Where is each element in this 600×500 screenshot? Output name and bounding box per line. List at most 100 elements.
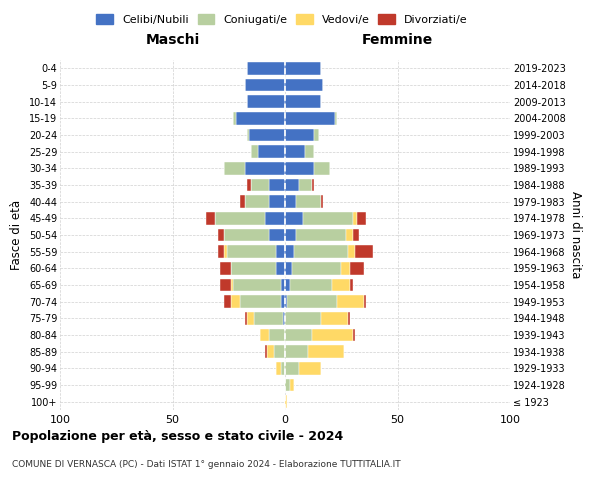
- Bar: [346, 229, 353, 241]
- Bar: [233, 279, 281, 291]
- Bar: [245, 196, 269, 208]
- Bar: [285, 329, 312, 341]
- Bar: [224, 162, 245, 174]
- Bar: [350, 262, 364, 274]
- Bar: [285, 96, 321, 108]
- Bar: [285, 279, 290, 291]
- Bar: [308, 346, 343, 358]
- Bar: [231, 262, 276, 274]
- Bar: [224, 229, 269, 241]
- Bar: [348, 246, 355, 258]
- Bar: [332, 279, 350, 291]
- Bar: [314, 162, 330, 174]
- Bar: [249, 129, 285, 141]
- Bar: [287, 296, 337, 308]
- Bar: [251, 146, 258, 158]
- Bar: [260, 329, 269, 341]
- Bar: [206, 212, 215, 224]
- Bar: [231, 279, 233, 291]
- Bar: [285, 362, 299, 374]
- Text: Maschi: Maschi: [145, 32, 200, 46]
- Bar: [353, 329, 355, 341]
- Bar: [348, 312, 350, 324]
- Bar: [314, 129, 319, 141]
- Bar: [299, 179, 312, 192]
- Bar: [305, 146, 314, 158]
- Bar: [285, 246, 294, 258]
- Text: Popolazione per età, sesso e stato civile - 2024: Popolazione per età, sesso e stato civil…: [12, 430, 343, 443]
- Bar: [335, 112, 337, 124]
- Bar: [281, 362, 285, 374]
- Bar: [292, 262, 341, 274]
- Bar: [218, 246, 224, 258]
- Bar: [285, 229, 296, 241]
- Bar: [251, 179, 269, 192]
- Bar: [245, 79, 285, 92]
- Bar: [247, 179, 251, 192]
- Bar: [285, 79, 323, 92]
- Bar: [233, 112, 235, 124]
- Bar: [303, 212, 353, 224]
- Bar: [283, 312, 285, 324]
- Bar: [276, 262, 285, 274]
- Bar: [281, 296, 285, 308]
- Bar: [321, 196, 323, 208]
- Bar: [235, 112, 285, 124]
- Bar: [247, 96, 285, 108]
- Bar: [337, 296, 364, 308]
- Bar: [299, 362, 321, 374]
- Bar: [285, 179, 299, 192]
- Bar: [269, 179, 285, 192]
- Bar: [247, 312, 254, 324]
- Bar: [281, 279, 285, 291]
- Bar: [312, 329, 353, 341]
- Bar: [285, 212, 303, 224]
- Bar: [269, 229, 285, 241]
- Text: Femmine: Femmine: [362, 32, 433, 46]
- Bar: [296, 229, 346, 241]
- Bar: [350, 279, 353, 291]
- Bar: [285, 396, 287, 408]
- Bar: [285, 112, 335, 124]
- Bar: [312, 179, 314, 192]
- Bar: [247, 129, 249, 141]
- Bar: [353, 229, 359, 241]
- Bar: [355, 246, 373, 258]
- Bar: [267, 346, 274, 358]
- Bar: [285, 196, 296, 208]
- Bar: [227, 246, 276, 258]
- Bar: [258, 146, 285, 158]
- Bar: [276, 362, 281, 374]
- Bar: [285, 379, 290, 391]
- Bar: [294, 246, 348, 258]
- Bar: [218, 229, 224, 241]
- Bar: [245, 162, 285, 174]
- Bar: [341, 262, 350, 274]
- Bar: [285, 346, 308, 358]
- Bar: [215, 212, 265, 224]
- Bar: [269, 196, 285, 208]
- Bar: [224, 296, 231, 308]
- Bar: [276, 246, 285, 258]
- Bar: [285, 262, 292, 274]
- Bar: [265, 346, 267, 358]
- Bar: [290, 279, 332, 291]
- Bar: [285, 162, 314, 174]
- Y-axis label: Anni di nascita: Anni di nascita: [569, 192, 583, 278]
- Bar: [290, 379, 294, 391]
- Bar: [245, 312, 247, 324]
- Bar: [240, 296, 281, 308]
- Bar: [254, 312, 283, 324]
- Bar: [285, 312, 321, 324]
- Bar: [269, 329, 285, 341]
- Bar: [364, 296, 366, 308]
- Bar: [265, 212, 285, 224]
- Bar: [240, 196, 245, 208]
- Bar: [285, 129, 314, 141]
- Bar: [247, 62, 285, 74]
- Bar: [353, 212, 357, 224]
- Bar: [321, 312, 348, 324]
- Text: COMUNE DI VERNASCA (PC) - Dati ISTAT 1° gennaio 2024 - Elaborazione TUTTITALIA.I: COMUNE DI VERNASCA (PC) - Dati ISTAT 1° …: [12, 460, 401, 469]
- Bar: [285, 296, 287, 308]
- Bar: [231, 296, 240, 308]
